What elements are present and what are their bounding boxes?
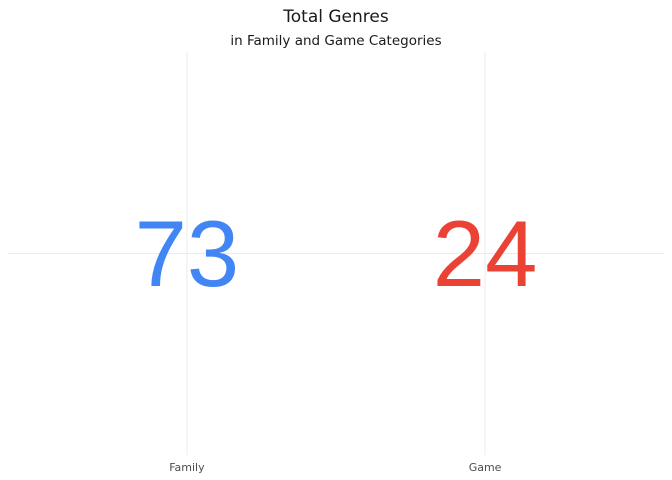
- value-label-family: 73: [135, 201, 240, 306]
- chart-title: Total Genres: [282, 7, 389, 27]
- value-label-game: 24: [433, 201, 538, 306]
- x-tick-family: Family: [169, 461, 205, 474]
- x-tick-game: Game: [469, 461, 502, 474]
- gridlines: [8, 52, 664, 455]
- x-axis-ticks: Family Game: [169, 461, 501, 474]
- value-labels: 73 24: [135, 201, 538, 306]
- chart-subtitle: in Family and Game Categories: [230, 33, 441, 49]
